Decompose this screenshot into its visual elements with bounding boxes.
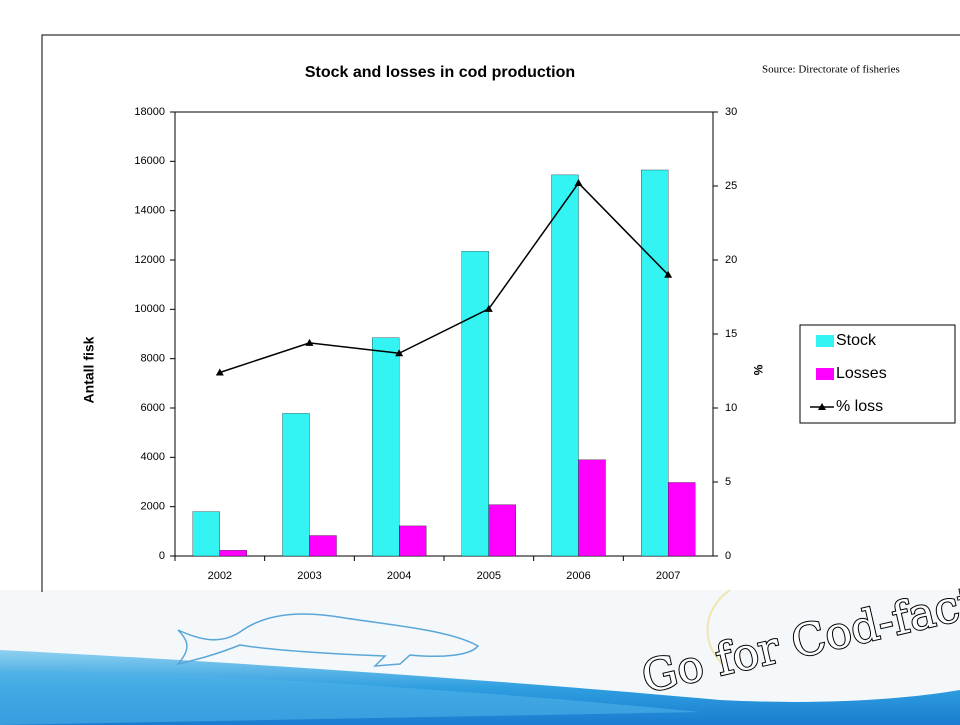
y-tick-label: 16000: [134, 155, 165, 167]
line-marker: [574, 179, 583, 187]
y2-tick-label: 0: [725, 550, 731, 562]
line-marker: [215, 368, 224, 376]
bar: [551, 174, 579, 557]
x-tick-label: 2003: [297, 570, 321, 582]
legend-label: Losses: [836, 365, 887, 382]
bar: [282, 413, 310, 557]
y-tick-label: 8000: [141, 353, 165, 365]
bar: [309, 535, 337, 557]
line: [219, 181, 669, 374]
bar: [372, 337, 400, 557]
line-marker: [395, 349, 404, 357]
bar: [641, 169, 669, 557]
decor-arc: [706, 589, 731, 671]
y2-tick-label: 5: [725, 476, 731, 488]
legend-swatch-marker: [818, 403, 826, 410]
y-tick-label: 2000: [141, 501, 165, 513]
plot-area: [174, 111, 714, 557]
y-tick-label: 14000: [134, 205, 165, 217]
x-tick-label: 2006: [566, 570, 590, 582]
x-tick-label: 2004: [387, 570, 411, 582]
source-note: Source: Directorate of fisheries: [762, 64, 900, 76]
bar: [219, 550, 247, 557]
y-tick-label: 10000: [134, 303, 165, 315]
y-tick-label: 18000: [134, 106, 165, 118]
y-tick-label: 4000: [141, 451, 165, 463]
y-tick-label: 12000: [134, 254, 165, 266]
wave-2: [0, 670, 700, 725]
bar: [668, 482, 696, 557]
line-marker: [484, 304, 493, 312]
x-tick-label: 2005: [477, 570, 501, 582]
legend-swatch: [816, 368, 834, 380]
y2-tick-label: 10: [725, 402, 737, 414]
y-axis-label: Antall fisk: [81, 336, 97, 403]
line-marker: [664, 270, 673, 278]
y-tick-label: 6000: [141, 402, 165, 414]
y2-axis-label: %: [751, 365, 765, 376]
y2-tick-label: 15: [725, 328, 737, 340]
y2-tick-label: 25: [725, 180, 737, 192]
x-tick-label: 2007: [656, 570, 680, 582]
bar: [399, 525, 427, 557]
y2-tick-label: 20: [725, 254, 737, 266]
y2-tick-label: 30: [725, 106, 737, 118]
legend-swatch: [816, 335, 834, 347]
line-marker: [305, 338, 314, 346]
bar: [192, 511, 220, 557]
fish-outline: [175, 613, 480, 667]
chart-title: Stock and losses in cod production: [305, 64, 575, 81]
bar: [461, 251, 489, 557]
legend-label: % loss: [836, 398, 883, 415]
bar: [578, 459, 606, 557]
bar: [488, 504, 516, 557]
legend-label: Stock: [836, 332, 877, 349]
y-tick-label: 0: [159, 550, 165, 562]
chart-frame: [41, 34, 960, 592]
x-tick-label: 2002: [208, 570, 232, 582]
